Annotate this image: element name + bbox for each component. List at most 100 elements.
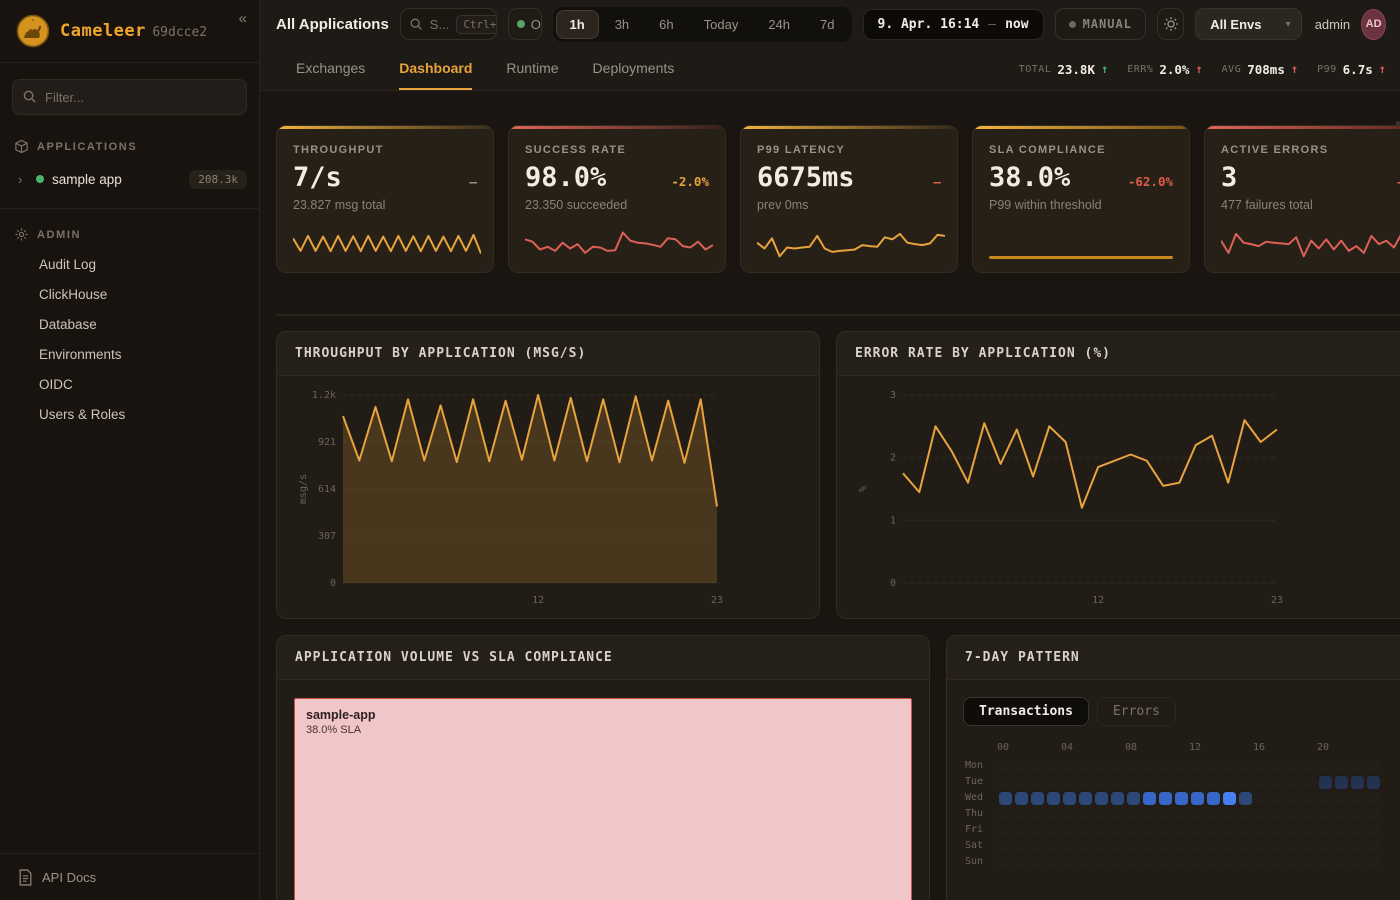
time-range-1h[interactable]: 1h [555,9,599,39]
kpi-subtitle: P99 within threshold [989,198,1102,212]
online-status-dot [516,20,525,28]
kpi-value: 38.0% [989,162,1071,193]
treemap-cell-sample-app[interactable]: sample-app 38.0% SLA [294,698,912,900]
heatmap-cell [1318,839,1332,853]
heatmap-cell [1174,759,1188,773]
kpi-subtitle: prev 0ms [757,198,809,212]
heatmap-cell [1350,823,1364,837]
heatmap-cell [1318,759,1332,773]
heatmap-cell [1254,839,1268,853]
sparkline-chart [293,233,481,254]
svg-text:12: 12 [1092,595,1104,606]
arrow-up-icon: ↑ [1195,62,1203,76]
sidebar-item-audit-log[interactable]: Audit Log [39,257,97,272]
heatmap-col-label [1285,742,1301,758]
heatmap-cell [1014,759,1028,773]
expand-chevron-icon[interactable]: › [18,171,23,187]
sidebar-item-environments[interactable]: Environments [39,347,122,362]
heatmap-cell [1206,823,1220,837]
theme-toggle-button[interactable] [1156,8,1185,40]
heatmap-tab-transactions[interactable]: Transactions [963,697,1089,726]
heatmap-col-label [1141,742,1157,758]
heatmap-cell [1302,807,1316,821]
time-range-24h[interactable]: 24h [768,16,791,32]
online-status-button[interactable]: O [507,8,542,40]
divider [0,208,259,209]
brand-name: Cameleer [60,21,146,41]
global-search-input[interactable]: S... Ctrl+K [399,8,497,40]
time-range-6h[interactable]: 6h [659,16,674,32]
sidebar-item-database[interactable]: Database [39,317,97,332]
treemap-sla-label: 38.0% SLA [306,724,362,736]
summary-stats: TOTAL 23.8K ↑ ERR% 2.0% ↑ AVG 708ms ↑ P9… [1019,48,1386,90]
time-range-7d[interactable]: 7d [820,16,835,32]
heatmap-cell [1286,839,1300,853]
tab-runtime[interactable]: Runtime [506,60,559,76]
heatmap-cell [1206,839,1220,853]
applications-section-header: APPLICATIONS [0,121,259,162]
heatmap-cell [1302,791,1316,805]
heatmap-cell [1158,855,1172,869]
heatmap-cell [1094,823,1108,837]
heatmap-cell [1110,759,1124,773]
sidebar-filter-input[interactable] [12,79,247,115]
time-range-3h[interactable]: 3h [614,16,630,32]
heatmap-col-label [1221,742,1237,758]
tab-exchanges[interactable]: Exchanges [296,60,366,76]
panel-title: THROUGHPUT BY APPLICATION (MSG/S) [277,332,819,376]
heatmap-grid: 00 04 08 12 16 20 Mon Tue Wed Thu Fri Sat Sun [963,742,1400,870]
svg-text:307: 307 [318,531,336,542]
heatmap-col-label [1045,742,1061,758]
api-docs-link[interactable]: API Docs [0,853,259,900]
sidebar-item-users-roles[interactable]: Users & Roles [39,407,126,422]
heatmap-cell [1286,823,1300,837]
heatmap-cell [1014,855,1028,869]
heatmap-cell [1078,791,1092,805]
heatmap-cell [1126,791,1140,805]
collapse-sidebar-icon[interactable]: « [238,10,247,27]
heatmap-cell [1350,839,1364,853]
manual-refresh-button[interactable]: MANUAL [1054,8,1146,40]
time-range-today[interactable]: Today [703,16,739,32]
heatmap-cell [1238,823,1252,837]
kpi-value: 3 [1221,162,1238,193]
sidebar-item-sample-app[interactable]: › sample app 208.3k [0,162,259,196]
sidebar-item-clickhouse[interactable]: ClickHouse [39,287,108,302]
heatmap-cell [1254,807,1268,821]
auto-refresh-indicator: Auto-refresh: 30s [276,91,1400,118]
heatmap-cell [1030,759,1044,773]
stat-p99: P99 6.7s ↑ [1317,61,1386,77]
heatmap-cell [1190,839,1204,853]
heatmap-cell [1254,855,1268,869]
svg-text:921: 921 [318,437,336,448]
tab-dashboard[interactable]: Dashboard [399,48,473,90]
sidebar: Cameleer 69dcce2 « APPLICATIONS › sample… [0,0,260,900]
heatmap-cell [1190,823,1204,837]
heatmap-cell [1270,807,1284,821]
heatmap-cell [1110,839,1124,853]
panel-title: APPLICATION VOLUME VS SLA COMPLIANCE [277,636,929,680]
kpi-accent-bar [741,126,957,129]
heatmap-cell [1190,855,1204,869]
heatmap-cell [1110,807,1124,821]
avatar[interactable]: AD [1361,8,1387,40]
heatmap-cell [1046,855,1060,869]
heatmap-col-label [1301,742,1317,758]
heatmap-col-label: 08 [1125,742,1138,753]
sidebar-item-oidc[interactable]: OIDC [39,377,73,392]
heatmap-col-label [1157,742,1173,758]
environment-select[interactable]: All Envs ▾ [1195,8,1302,40]
online-status-label: O [530,16,541,32]
date-range-picker[interactable]: 9. Apr. 16:14 – now [862,8,1044,40]
tab-deployments[interactable]: Deployments [592,60,675,76]
svg-text:0: 0 [890,578,896,589]
heatmap-cell [1350,759,1364,773]
heatmap-tab-errors[interactable]: Errors [1096,697,1176,726]
kpi-scroll-divider [276,314,1400,316]
heatmap-cell [1174,839,1188,853]
kpi-subtitle: 477 failures total [1221,198,1313,212]
svg-text:614: 614 [318,484,336,495]
heatmap-cell [1094,775,1108,789]
app-count-badge: 208.3k [189,169,247,189]
heatmap-col-label [1173,742,1189,758]
